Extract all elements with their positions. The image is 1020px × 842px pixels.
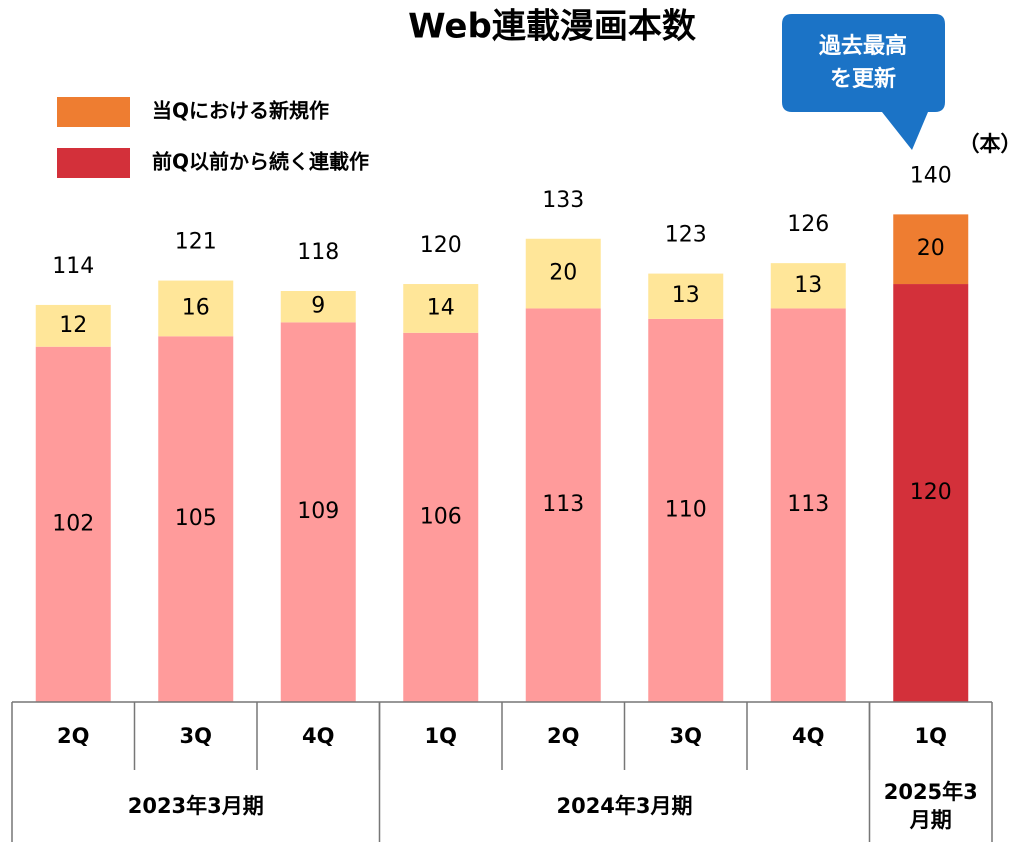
bar-segment	[525, 308, 601, 702]
x-tick-label: 1Q	[915, 724, 947, 748]
total-label: 123	[665, 223, 707, 248]
x-tick-label: 2Q	[57, 724, 89, 748]
value-label: 16	[182, 295, 210, 320]
x-tick-label: 2Q	[547, 724, 579, 748]
bar-segment	[893, 284, 969, 702]
value-label: 20	[549, 261, 577, 286]
value-label: 110	[665, 497, 707, 522]
total-label: 120	[420, 233, 462, 258]
value-label: 120	[910, 480, 952, 505]
bar-segment	[648, 318, 724, 702]
x-tick-label: 3Q	[670, 724, 702, 748]
value-label: 105	[175, 506, 217, 531]
group-label: 2025年3月期	[883, 780, 978, 832]
value-label: 12	[59, 313, 87, 338]
bar-segment	[403, 332, 479, 702]
bar-segment	[893, 214, 969, 285]
legend-swatch	[57, 148, 130, 178]
bar-segment	[35, 304, 111, 347]
group-label: 2024年3月期	[556, 794, 693, 818]
bar-segment	[280, 322, 356, 702]
total-label: 126	[787, 212, 829, 237]
total-label: 121	[175, 230, 217, 255]
value-label: 20	[917, 236, 945, 261]
value-label: 9	[311, 294, 325, 319]
x-tick-label: 3Q	[180, 724, 212, 748]
value-label: 113	[787, 492, 829, 517]
bar-segment	[158, 336, 234, 702]
bar-segment	[35, 346, 111, 702]
value-label: 109	[297, 499, 339, 524]
bar-segment	[525, 238, 601, 309]
bar-segment	[648, 273, 724, 319]
callout-text: 過去最高	[819, 33, 907, 59]
bar-segment	[403, 284, 479, 333]
value-label: 13	[672, 283, 700, 308]
chart-title: Web連載漫画本数	[408, 7, 696, 47]
value-label: 13	[794, 273, 822, 298]
value-label: 106	[420, 504, 462, 529]
bar-segment	[770, 263, 846, 309]
total-label: 114	[52, 254, 94, 279]
x-tick-label: 4Q	[302, 724, 334, 748]
group-label: 2023年3月期	[127, 794, 264, 818]
value-label: 102	[52, 511, 94, 536]
legend-swatch	[57, 97, 130, 127]
unit-label: （本）	[959, 132, 1020, 156]
callout-bubble	[782, 14, 945, 150]
total-label: 133	[542, 188, 584, 213]
value-label: 14	[427, 295, 455, 320]
total-label: 140	[910, 163, 952, 188]
total-label: 118	[297, 240, 339, 265]
bar-segment	[770, 308, 846, 702]
legend-label: 当Qにおける新規作	[152, 99, 329, 123]
bar-segment	[158, 280, 234, 337]
bar-segment	[280, 291, 356, 323]
value-label: 113	[542, 492, 584, 517]
x-tick-label: 4Q	[792, 724, 824, 748]
x-tick-label: 1Q	[425, 724, 457, 748]
legend-label: 前Q以前から続く連載作	[152, 150, 369, 174]
callout-text: を更新	[830, 66, 896, 92]
